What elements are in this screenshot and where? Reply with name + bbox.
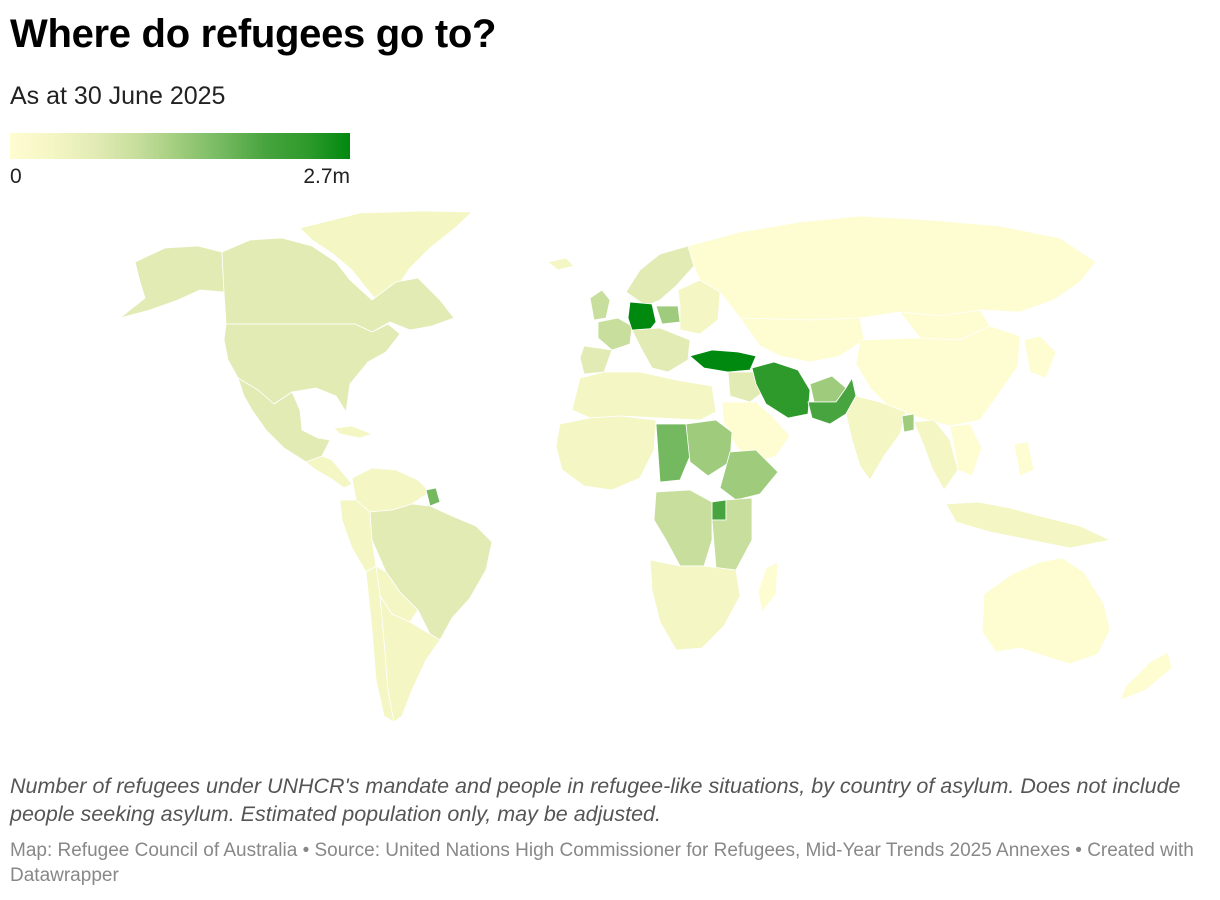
philippines[interactable] (1013, 441, 1035, 477)
myanmar-thailand[interactable] (913, 419, 959, 491)
india[interactable] (845, 395, 907, 481)
southern-africa[interactable] (649, 559, 741, 651)
chad[interactable] (655, 423, 691, 483)
madagascar[interactable] (757, 561, 779, 613)
guyana[interactable] (425, 487, 441, 507)
germany[interactable] (627, 301, 657, 333)
iran[interactable] (751, 361, 811, 419)
west-africa[interactable] (555, 415, 657, 491)
iceland[interactable] (547, 257, 575, 271)
north-africa[interactable] (571, 371, 717, 421)
central-america[interactable] (305, 455, 353, 489)
map-description: Number of refugees under UNHCR's mandate… (10, 774, 1181, 826)
china[interactable] (855, 325, 1021, 427)
credit-text: Map: Refugee Council of Australia (10, 840, 298, 861)
korea-japan[interactable] (1023, 335, 1057, 379)
uganda[interactable] (711, 499, 727, 521)
dr-congo[interactable] (653, 489, 713, 567)
source-text: Source: United Nations High Commissioner… (314, 840, 1070, 861)
new-zealand[interactable] (1119, 651, 1173, 701)
map-title: Where do refugees go to? (10, 12, 497, 56)
australia[interactable] (981, 557, 1111, 665)
alaska[interactable] (119, 245, 225, 319)
legend-max-label: 2.7m (303, 165, 350, 188)
spain-portugal[interactable] (579, 345, 613, 375)
notes-separator: • (1075, 840, 1088, 861)
united-kingdom[interactable] (589, 289, 611, 321)
legend-min-label: 0 (10, 165, 22, 188)
map-notes: Map: Refugee Council of Australia • Sour… (10, 838, 1200, 888)
kazakhstan-central-asia[interactable] (739, 317, 865, 363)
cuba[interactable] (333, 425, 373, 439)
united-states[interactable] (223, 323, 401, 413)
argentina[interactable] (379, 595, 441, 723)
color-legend: 0 2.7m (10, 133, 350, 189)
poland[interactable] (655, 305, 681, 325)
mexico[interactable] (237, 377, 331, 463)
sudan[interactable] (685, 419, 733, 477)
ethiopia-horn[interactable] (719, 449, 779, 501)
russia[interactable] (687, 215, 1097, 323)
map-subtitle: As at 30 June 2025 (10, 82, 226, 110)
tool-credit-text: Created with Datawrapper (10, 840, 1194, 886)
malaysia-indonesia[interactable] (945, 501, 1111, 549)
vietnam-laos[interactable] (949, 423, 983, 477)
france[interactable] (597, 317, 633, 351)
greenland[interactable] (299, 210, 473, 303)
notes-separator: • (302, 840, 315, 861)
turkey[interactable] (689, 349, 757, 373)
italy-balkans[interactable] (631, 327, 691, 373)
world-choropleth-map (119, 210, 1173, 723)
legend-gradient-bar (10, 133, 350, 159)
bangladesh[interactable] (901, 413, 915, 433)
